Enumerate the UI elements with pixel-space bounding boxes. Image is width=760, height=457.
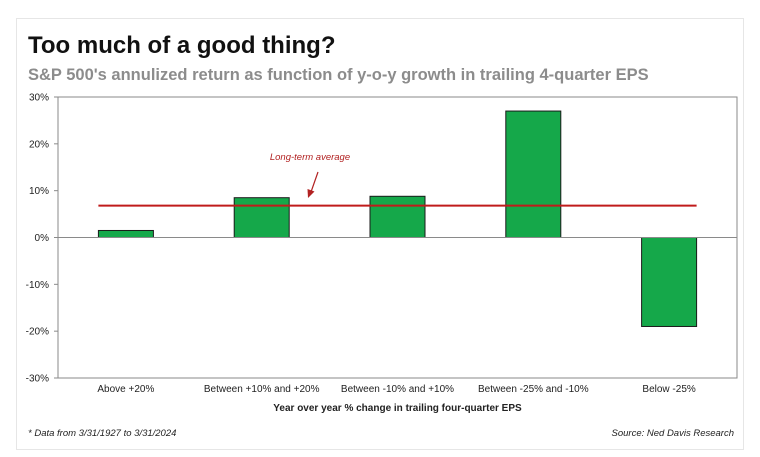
y-tick-label: 10% [29,186,49,197]
y-tick-label: -30% [26,374,49,385]
source-note: Source: Ned Davis Research [611,428,735,439]
annotation-arrow-shaft [310,171,319,193]
y-tick-label: 30% [29,93,49,104]
x-tick-label: Above +20% [97,384,154,395]
data-range-footnote: * Data from 3/31/1927 to 3/31/2024 [28,428,177,439]
bar [233,197,290,238]
chart-title: Too much of a good thing? [28,32,336,59]
x-tick-label: Between +10% and +20% [204,384,320,395]
long-term-average-annotation: Long-term average [270,152,350,163]
x-axis-label: Year over year % change in trailing four… [273,403,522,414]
y-tick-label: -20% [26,327,49,338]
bar [369,195,426,238]
chart-frame [16,18,744,450]
x-tick-label: Between -10% and +10% [341,384,454,395]
x-tick-label: Below -25% [642,384,695,395]
annotation-arrow-head [307,189,315,198]
chart-subtitle: S&P 500's annulized return as function o… [28,66,649,84]
bar [505,110,562,238]
y-tick-label: 20% [29,139,49,150]
bar [641,237,698,327]
y-tick-label: -10% [26,280,49,291]
bar [97,229,154,239]
x-tick-label: Between -25% and -10% [478,384,589,395]
y-tick-label: 0% [35,233,50,244]
